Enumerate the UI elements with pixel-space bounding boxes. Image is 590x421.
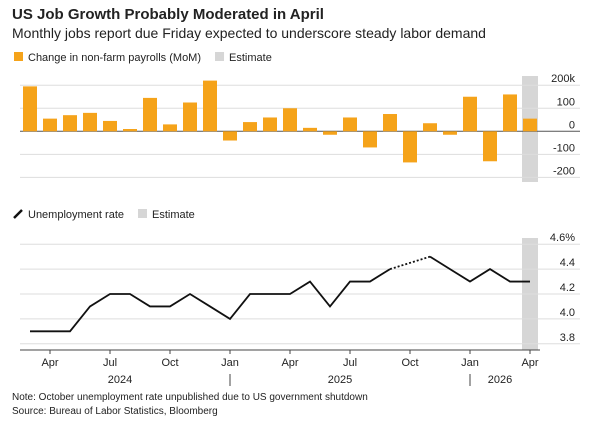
bar	[223, 131, 237, 141]
bar	[63, 115, 77, 132]
bar	[483, 131, 497, 162]
bar	[123, 129, 137, 132]
y-tick-label: 200k	[551, 73, 575, 85]
note: Note: October unemployment rate unpublis…	[12, 392, 368, 403]
bar	[463, 96, 477, 132]
x-tick-label: Apr	[521, 357, 538, 369]
bar	[423, 123, 437, 132]
bar	[43, 118, 57, 132]
x-tick-label: Jul	[103, 357, 117, 369]
gap-connector	[389, 255, 431, 270]
year-label: 2026	[488, 374, 512, 386]
legend-label: Estimate	[229, 52, 272, 64]
bar	[303, 127, 317, 132]
bar	[343, 117, 357, 132]
x-tick-label: Apr	[41, 357, 58, 369]
x-tick-label: Apr	[281, 357, 298, 369]
bar	[143, 97, 157, 132]
y-tick-label: -200	[553, 165, 575, 177]
y-tick-label: -100	[553, 142, 575, 154]
bar	[163, 124, 177, 132]
bar	[183, 102, 197, 132]
line	[30, 268, 391, 333]
bar	[263, 117, 277, 132]
y-tick-label: 100	[557, 96, 575, 108]
bar	[283, 108, 297, 132]
line	[429, 255, 530, 283]
chart-subtitle: Monthly jobs report due Friday expected …	[12, 25, 486, 41]
x-tick-label: Oct	[401, 357, 418, 369]
y-tick-label: 4.6%	[550, 232, 575, 244]
bar	[83, 112, 97, 132]
x-tick-label: Jan	[221, 357, 239, 369]
y-tick-label: 0	[569, 119, 575, 131]
bar	[23, 86, 37, 132]
legend-swatch	[13, 209, 23, 219]
bar	[503, 94, 517, 132]
y-tick-label: 3.8	[560, 332, 575, 344]
bar	[203, 80, 217, 132]
x-tick-label: Jan	[461, 357, 479, 369]
y-tick-label: 4.2	[560, 282, 575, 294]
year-label: 2025	[328, 374, 352, 386]
legend-label: Unemployment rate	[28, 209, 124, 221]
x-tick-label: Jul	[343, 357, 357, 369]
legend-swatch	[14, 52, 23, 61]
source: Source: Bureau of Labor Statistics, Bloo…	[12, 406, 218, 417]
bar	[363, 131, 377, 148]
bar	[243, 122, 257, 132]
bar	[103, 120, 117, 132]
legend-swatch	[215, 52, 225, 61]
year-label: 2024	[108, 374, 132, 386]
legend-swatch	[138, 209, 147, 218]
legend-label: Estimate	[152, 209, 195, 221]
bar	[443, 131, 457, 135]
chart-title: US Job Growth Probably Moderated in Apri…	[12, 6, 324, 23]
bar	[323, 131, 337, 135]
legend-label: Change in non-farm payrolls (MoM)	[28, 52, 201, 64]
x-tick-label: Oct	[161, 357, 178, 369]
y-tick-label: 4.4	[560, 257, 575, 269]
y-tick-label: 4.0	[560, 307, 575, 319]
bar	[403, 131, 417, 163]
bar	[383, 114, 397, 132]
bar	[523, 118, 537, 132]
